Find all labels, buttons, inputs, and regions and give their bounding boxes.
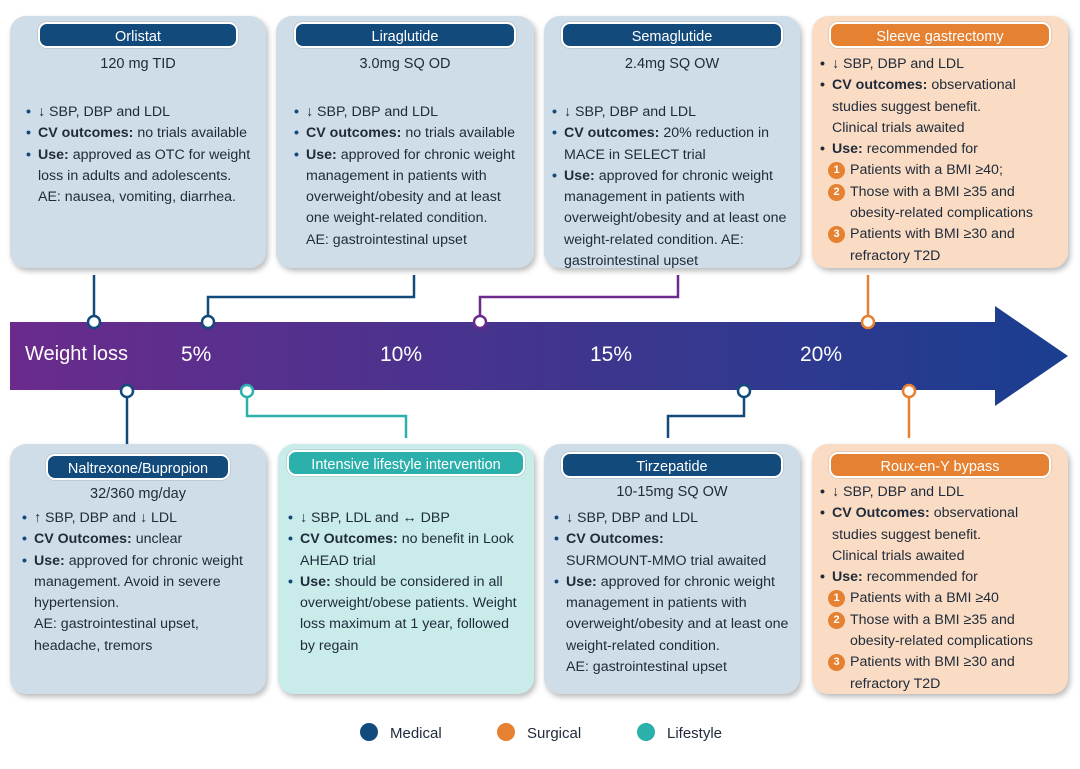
cv-label: CV Outcomes: (566, 531, 664, 548)
bp-effect: ↓ SBP, DBP and LDL (306, 104, 438, 120)
cv-label: CV Outcomes: (300, 531, 398, 548)
dose: 3.0mg SQ OD (359, 56, 451, 72)
card-roux-en-y-bypass: Roux-en-Y bypass • ↓ SBP, DBP and LDL • CV… (812, 444, 1068, 694)
bp-effect: ↓ SBP, DBP and LDL (832, 56, 964, 72)
number-2-icon: 2 (828, 611, 845, 629)
card-orlistat: Orlistat 120 mg TID • ↓ SBP, DBP and LDL … (10, 16, 266, 268)
criterion-1: Patients with a BMI ≥40 (850, 590, 999, 607)
cv-text: unclear (131, 531, 183, 548)
number-1-icon: 1 (828, 590, 845, 608)
use-label: Use: (300, 573, 331, 590)
cv-text: observational studies suggest benefit. (832, 505, 1019, 543)
cv-text: SURMOUNT-MMO trial awaited (566, 552, 767, 569)
card-title: Sleeve gastrectomy (829, 22, 1051, 48)
cv-label: CV Outcomes: (832, 505, 930, 522)
cv-label: CV outcomes: (832, 77, 928, 94)
use-label: Use: (564, 167, 595, 184)
use-label: Use: (34, 552, 65, 569)
cv-text: no benefit in Look AHEAD trial (300, 531, 514, 569)
bp-effect: ↓ SBP, DBP and LDL (38, 104, 170, 120)
cv-text: no trials available (401, 125, 515, 142)
criterion-2: Those with a BMI ≥35 and obesity-related… (850, 183, 1033, 222)
criterion-2: Those with a BMI ≥35 and obesity-related… (850, 611, 1033, 650)
use-text: recommended for (862, 569, 978, 586)
number-2-icon: 2 (828, 183, 845, 201)
criterion-1: Patients with a BMI ≥40; (850, 162, 1003, 179)
connector-tirzepatide (666, 391, 746, 438)
connector-lifestyle (245, 391, 408, 438)
connector-semaglutide (478, 275, 680, 322)
use-text: should be considered in all overweight/o… (300, 573, 517, 654)
card-title: Semaglutide (561, 22, 783, 48)
bp-effect: ↑ SBP, DBP and ↓ LDL (34, 510, 178, 526)
number-3-icon: 3 (828, 654, 845, 672)
use-text: approved for chronic weight management. … (34, 552, 243, 612)
use-text: approved for chronic weight management i… (306, 146, 515, 227)
legend-surgical: Surgical (497, 723, 582, 744)
dose: 120 mg TID (100, 56, 176, 72)
dose: 2.4mg SQ OW (624, 56, 720, 72)
use-label: Use: (566, 573, 597, 590)
number-3-icon: 3 (828, 226, 845, 244)
card-title: Intensive lifestyle intervention (287, 450, 525, 476)
use-label: Use: (38, 146, 69, 163)
criterion-3: Patients with BMI ≥30 and refractory T2D (850, 226, 1015, 264)
tick-5: 5% (181, 343, 212, 366)
cv-label: CV outcomes: (38, 125, 134, 142)
tick-15: 15% (590, 343, 633, 366)
card-title: Orlistat (38, 22, 238, 48)
use-text: approved for chronic weight management i… (566, 573, 789, 654)
bp-effect: ↓ SBP, DBP and LDL (832, 484, 964, 500)
card-liraglutide: Liraglutide 3.0mg SQ OD • ↓ SBP, DBP and … (276, 16, 534, 268)
legend-medical: Medical (360, 723, 442, 744)
use-label: Use: (832, 569, 863, 586)
cv-text: observational studies suggest benefit. (832, 77, 1016, 115)
medical-dot-icon (360, 723, 378, 742)
use-text: recommended for (862, 141, 978, 158)
cv-text-2: Clinical trials awaited (832, 547, 965, 564)
cv-text: 20% reduction in MACE in SELECT trial (564, 125, 770, 163)
cv-text-2: Clinical trials awaited (832, 119, 965, 136)
card-title: Tirzepatide (561, 452, 783, 478)
card-sleeve-gastrectomy: Sleeve gastrectomy • ↓ SBP, DBP and LDL •… (812, 16, 1068, 268)
use-label: Use: (306, 146, 337, 163)
dose: 10-15mg SQ OW (616, 484, 728, 500)
bp-effect: ↓ SBP, DBP and LDL (564, 104, 696, 120)
ae-text: AE: gastrointestinal upset (306, 231, 467, 248)
card-title: Roux-en-Y bypass (829, 452, 1051, 478)
lifestyle-dot-icon (637, 723, 655, 742)
tick-20: 20% (800, 343, 843, 366)
bp-effect: ↓ SBP, LDL and ↔ DBP (300, 510, 450, 526)
ae-text: AE: gastrointestinal upset, headache, tr… (34, 616, 199, 654)
card-tirzepatide: Tirzepatide 10-15mg SQ OW • ↓ SBP, DBP an… (544, 444, 800, 694)
use-text: approved for chronic weight management i… (564, 167, 787, 270)
weight-loss-arrow (10, 306, 1068, 406)
legend-label: Lifestyle (667, 725, 723, 742)
cv-text: no trials available (133, 125, 247, 142)
ae-text: AE: gastrointestinal upset (566, 659, 727, 676)
ae-text: AE: nausea, vomiting, diarrhea. (38, 189, 236, 206)
card-title: Naltrexone/Bupropion (46, 454, 230, 480)
arrow-axis-label: Weight loss (25, 343, 129, 365)
card-intensive-lifestyle: Intensive lifestyle intervention • ↓ SBP,… (278, 444, 534, 694)
use-label: Use: (832, 141, 863, 158)
cv-label: CV Outcomes: (34, 531, 132, 548)
use-text: approved as OTC for weight loss in adult… (38, 146, 251, 184)
connector-liraglutide (206, 275, 416, 322)
surgical-dot-icon (497, 723, 515, 742)
criterion-3: Patients with BMI ≥30 and refractory T2D (850, 654, 1015, 692)
cv-label: CV outcomes: (564, 125, 660, 142)
dose: 32/360 mg/day (90, 486, 186, 502)
legend-lifestyle: Lifestyle (637, 723, 723, 744)
card-title: Liraglutide (294, 22, 516, 48)
tick-10: 10% (380, 343, 423, 366)
legend-label: Surgical (527, 725, 582, 742)
number-1-icon: 1 (828, 162, 845, 180)
card-naltrexone-bupropion: Naltrexone/Bupropion 32/360 mg/day • ↑ SB… (10, 444, 266, 694)
legend-label: Medical (390, 725, 442, 742)
cv-label: CV outcomes: (306, 125, 402, 142)
card-semaglutide: Semaglutide 2.4mg SQ OW • ↓ SBP, DBP and … (544, 16, 800, 270)
bp-effect: ↓ SBP, DBP and LDL (566, 510, 698, 526)
